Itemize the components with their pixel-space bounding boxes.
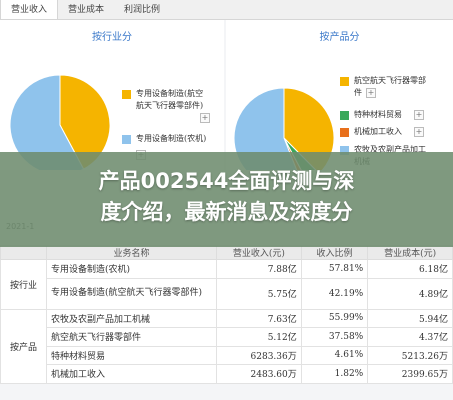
- product-chart-title: 按产品分: [319, 32, 360, 43]
- table-row: 特种材料贸易 6283.36万 4.61% 5213.26万: [1, 345, 453, 365]
- headline-text: 产品002544全面评测与深 度介绍，最新消息及深度分: [0, 166, 453, 228]
- ratio-value: 4.61%: [300, 345, 369, 365]
- cost-value: 4.89亿: [367, 277, 453, 310]
- table-row: 按产品 农牧及农副产品加工机械 7.63亿 55.99% 5.94亿: [0, 308, 453, 384]
- product-chart-panel: 按产品分 航空航天飞行器零部 件 + 特种材料贸易 + 机械加工收入 + 农牧及…: [226, 20, 453, 170]
- revenue-value: 5.12亿: [216, 327, 302, 347]
- industry-pie-chart: [9, 74, 111, 170]
- group-label-product: 按产品: [0, 308, 47, 384]
- headline-banner: 产品002544全面评测与深 度介绍，最新消息及深度分: [0, 152, 453, 247]
- industry-chart-title: 按行业分: [92, 32, 132, 43]
- revenue-value: 5.75亿: [216, 277, 302, 310]
- product-pie-slice-3[interactable]: [233, 87, 302, 170]
- revenue-value: 7.88亿: [216, 259, 302, 279]
- cost-value: 6.18亿: [367, 259, 453, 279]
- expand-special-materials-button[interactable]: +: [414, 110, 424, 120]
- legend-item-aerospace-parts: 航空航天飞行器零部 件: [354, 76, 426, 97]
- header-ratio: 收入比例: [300, 245, 369, 260]
- legend-item-machining: 机械加工收入: [354, 127, 402, 136]
- industry-chart-panel: 按行业分 专用设备制造(航空 航天飞行器零部件) + 专用设备制造(农机) +: [0, 20, 224, 170]
- tab-profit-ratio[interactable]: 利润比例: [124, 5, 161, 15]
- cost-value: 4.37亿: [367, 327, 453, 347]
- expand-aerospace-button[interactable]: +: [200, 113, 210, 123]
- legend-swatch-aerospace-parts: [340, 77, 349, 86]
- header-revenue: 营业收入(元): [216, 245, 302, 260]
- legend-swatch-machining: [340, 128, 349, 137]
- revenue-value: 7.63亿: [216, 308, 302, 328]
- legend-swatch-special-materials: [340, 111, 349, 120]
- business-name: 农牧及农副产品加工机械: [46, 308, 217, 328]
- ratio-value: 42.19%: [300, 277, 369, 310]
- revenue-value: 6283.36万: [216, 345, 302, 365]
- business-name: 特种材料贸易: [46, 345, 217, 365]
- business-name: 专用设备制造(航空航天飞行器零部件): [46, 277, 217, 310]
- table-row: 按行业 专用设备制造(农机) 7.88亿 57.81% 6.18亿: [0, 259, 453, 310]
- legend-item-agri: 专用设备制造(农机): [136, 134, 207, 143]
- table-row: 专用设备制造(航空航天飞行器零部件) 5.75亿 42.19% 4.89亿: [1, 277, 453, 310]
- header-business-name: 业务名称: [46, 245, 217, 260]
- business-name: 专用设备制造(农机): [46, 259, 217, 279]
- revenue-table: 业务名称 营业收入(元) 收入比例 营业成本(元) 按行业 专用设备制造(农机)…: [0, 245, 453, 384]
- business-name: 机械加工收入: [46, 364, 217, 384]
- legend-item-aerospace: 专用设备制造(航空 航天飞行器零部件): [136, 89, 204, 110]
- legend-swatch-aerospace: [122, 90, 131, 99]
- ratio-value: 57.81%: [300, 259, 369, 279]
- legend-item-special-materials: 特种材料贸易: [354, 110, 402, 119]
- business-name: 航空航天飞行器零部件: [46, 327, 217, 347]
- industry-pie-slice-1[interactable]: [9, 74, 85, 170]
- ratio-value: 55.99%: [300, 308, 369, 328]
- cost-value: 5213.26万: [367, 345, 453, 365]
- legend-swatch-agri: [122, 135, 131, 144]
- headline-line-2: 度介绍，最新消息及深度分: [100, 200, 353, 224]
- expand-aerospace-parts-button[interactable]: +: [366, 88, 376, 98]
- ratio-value: 37.58%: [300, 327, 369, 347]
- legend-swatch-agri-machinery: [340, 146, 349, 155]
- table-row: 机械加工收入 2483.60万 1.82% 2399.65万: [1, 364, 453, 384]
- ratio-value: 1.82%: [300, 364, 369, 384]
- tab-revenue[interactable]: 营业收入: [0, 0, 59, 19]
- tab-bar: 营业收入 营业成本 利润比例: [0, 0, 453, 20]
- cost-value: 2399.65万: [367, 364, 453, 384]
- group-label-industry: 按行业: [0, 259, 47, 310]
- table-row: 航空航天飞行器零部件 5.12亿 37.58% 4.37亿: [1, 327, 453, 347]
- cost-value: 5.94亿: [367, 308, 453, 328]
- header-group: [0, 245, 47, 260]
- expand-machining-button[interactable]: +: [414, 127, 424, 137]
- revenue-value: 2483.60万: [216, 364, 302, 384]
- table-header-row: 业务名称 营业收入(元) 收入比例 营业成本(元): [0, 245, 453, 260]
- header-cost: 营业成本(元): [367, 245, 453, 260]
- headline-line-1: 产品002544全面评测与深: [98, 169, 355, 193]
- tab-cost[interactable]: 营业成本: [68, 5, 105, 15]
